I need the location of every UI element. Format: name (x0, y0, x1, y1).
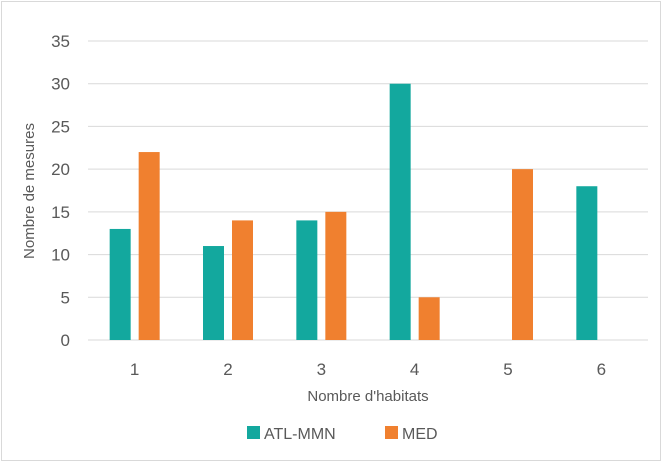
y-tick-label: 5 (61, 288, 70, 307)
bar-atl-mmn-6 (576, 186, 598, 340)
x-tick-label: 3 (317, 360, 326, 379)
y-tick-label: 35 (51, 32, 70, 51)
legend: ATL-MMN MED (247, 426, 438, 443)
bar-atl-mmn-3 (296, 220, 318, 340)
y-tick-label: 30 (51, 75, 70, 94)
x-axis-title: Nombre d'habitats (307, 388, 428, 405)
bars (109, 83, 598, 340)
bar-med-4 (418, 297, 440, 340)
bar-atl-mmn-1 (109, 228, 131, 340)
y-tick-label: 15 (51, 203, 70, 222)
y-axis-title: Nombre de mesures (21, 123, 38, 259)
bar-med-2 (232, 220, 253, 340)
y-tick-label: 25 (51, 117, 70, 136)
x-axis-ticks: 1 2 3 4 5 6 (130, 360, 606, 379)
bar-atl-mmn-2 (203, 246, 224, 340)
y-axis-ticks: 0 5 10 15 20 25 30 35 (51, 32, 70, 350)
gridlines (88, 40, 648, 341)
bar-atl-mmn-4 (389, 83, 411, 340)
x-tick-label: 1 (130, 360, 139, 379)
x-tick-label: 2 (223, 360, 232, 379)
x-tick-label: 6 (597, 360, 606, 379)
y-tick-label: 20 (51, 160, 70, 179)
legend-swatch-med (385, 426, 398, 439)
bar-med-5 (512, 169, 533, 340)
legend-label-med: MED (402, 426, 438, 443)
legend-swatch-atl-mmn (247, 426, 260, 439)
legend-label-atl-mmn: ATL-MMN (264, 426, 336, 443)
bar-med-3 (325, 211, 347, 340)
x-tick-label: 5 (503, 360, 512, 379)
x-tick-label: 4 (410, 360, 419, 379)
bar-med-1 (138, 152, 160, 340)
y-tick-label: 10 (51, 246, 70, 265)
y-tick-label: 0 (61, 331, 70, 350)
